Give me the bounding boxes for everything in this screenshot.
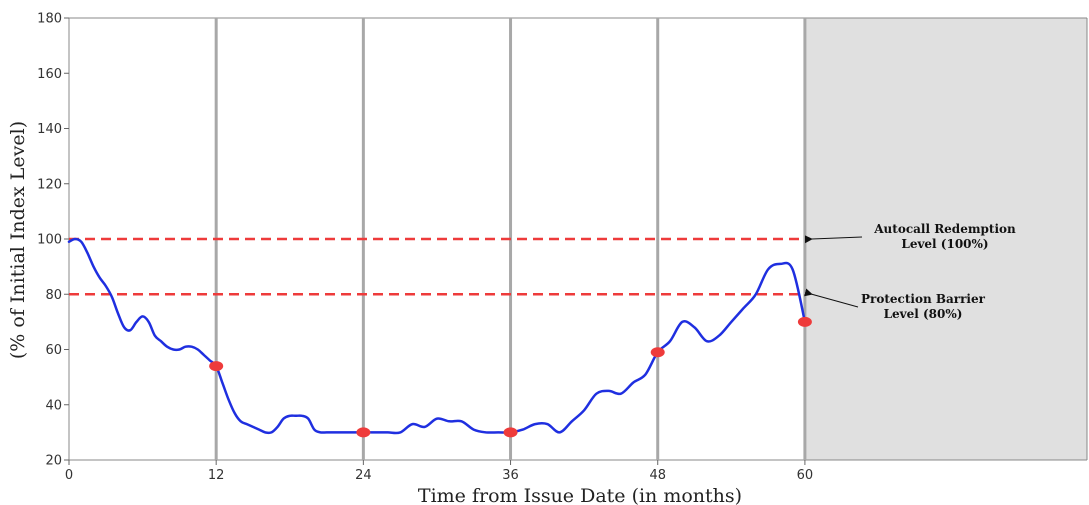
shaded-region-layer bbox=[804, 18, 1087, 460]
observation-marker bbox=[356, 427, 371, 438]
observation-marker bbox=[209, 361, 224, 372]
tick-labels-layer: 20 40 60 80 100 120 140 160 180 0 12 24 36 48 60 bbox=[37, 12, 813, 484]
y-tick-label: 140 bbox=[37, 122, 62, 137]
y-tick-label: 120 bbox=[37, 177, 62, 192]
x-tick-label: 60 bbox=[797, 468, 814, 483]
reference-lines-layer bbox=[69, 237, 805, 296]
y-tick-label: 100 bbox=[37, 233, 62, 248]
axes-layer bbox=[64, 17, 1088, 465]
x-tick-label: 0 bbox=[65, 468, 73, 483]
x-tick-label: 36 bbox=[502, 468, 519, 483]
y-axis-title: (% of Initial Index Level) bbox=[7, 121, 29, 359]
y-tick-label: 40 bbox=[45, 398, 62, 413]
y-tick-label: 60 bbox=[45, 343, 62, 358]
series-line bbox=[67, 237, 807, 435]
annotation-label: Level (80%) bbox=[884, 307, 963, 321]
y-tick-label: 180 bbox=[37, 12, 62, 27]
markers-layer bbox=[209, 316, 812, 438]
annotation-arrow bbox=[804, 235, 863, 244]
annotation-label: Autocall Redemption bbox=[873, 222, 1016, 236]
observation-marker bbox=[650, 347, 665, 358]
y-tick-label: 160 bbox=[37, 67, 62, 82]
y-tick-label: 80 bbox=[45, 288, 62, 303]
x-tick-label: 48 bbox=[649, 468, 666, 483]
x-axis-title: Time from Issue Date (in months) bbox=[418, 485, 742, 505]
x-tick-label: 24 bbox=[355, 468, 372, 483]
observation-marker bbox=[503, 427, 518, 438]
annotation-label: Protection Barrier bbox=[861, 292, 986, 306]
series-layer bbox=[67, 237, 807, 435]
annotation-label: Level (100%) bbox=[901, 237, 988, 251]
y-tick-label: 20 bbox=[45, 454, 62, 469]
annotation-arrow bbox=[804, 288, 859, 308]
shaded-region bbox=[804, 18, 1087, 460]
x-tick-label: 12 bbox=[208, 468, 225, 483]
observation-marker bbox=[797, 316, 812, 327]
